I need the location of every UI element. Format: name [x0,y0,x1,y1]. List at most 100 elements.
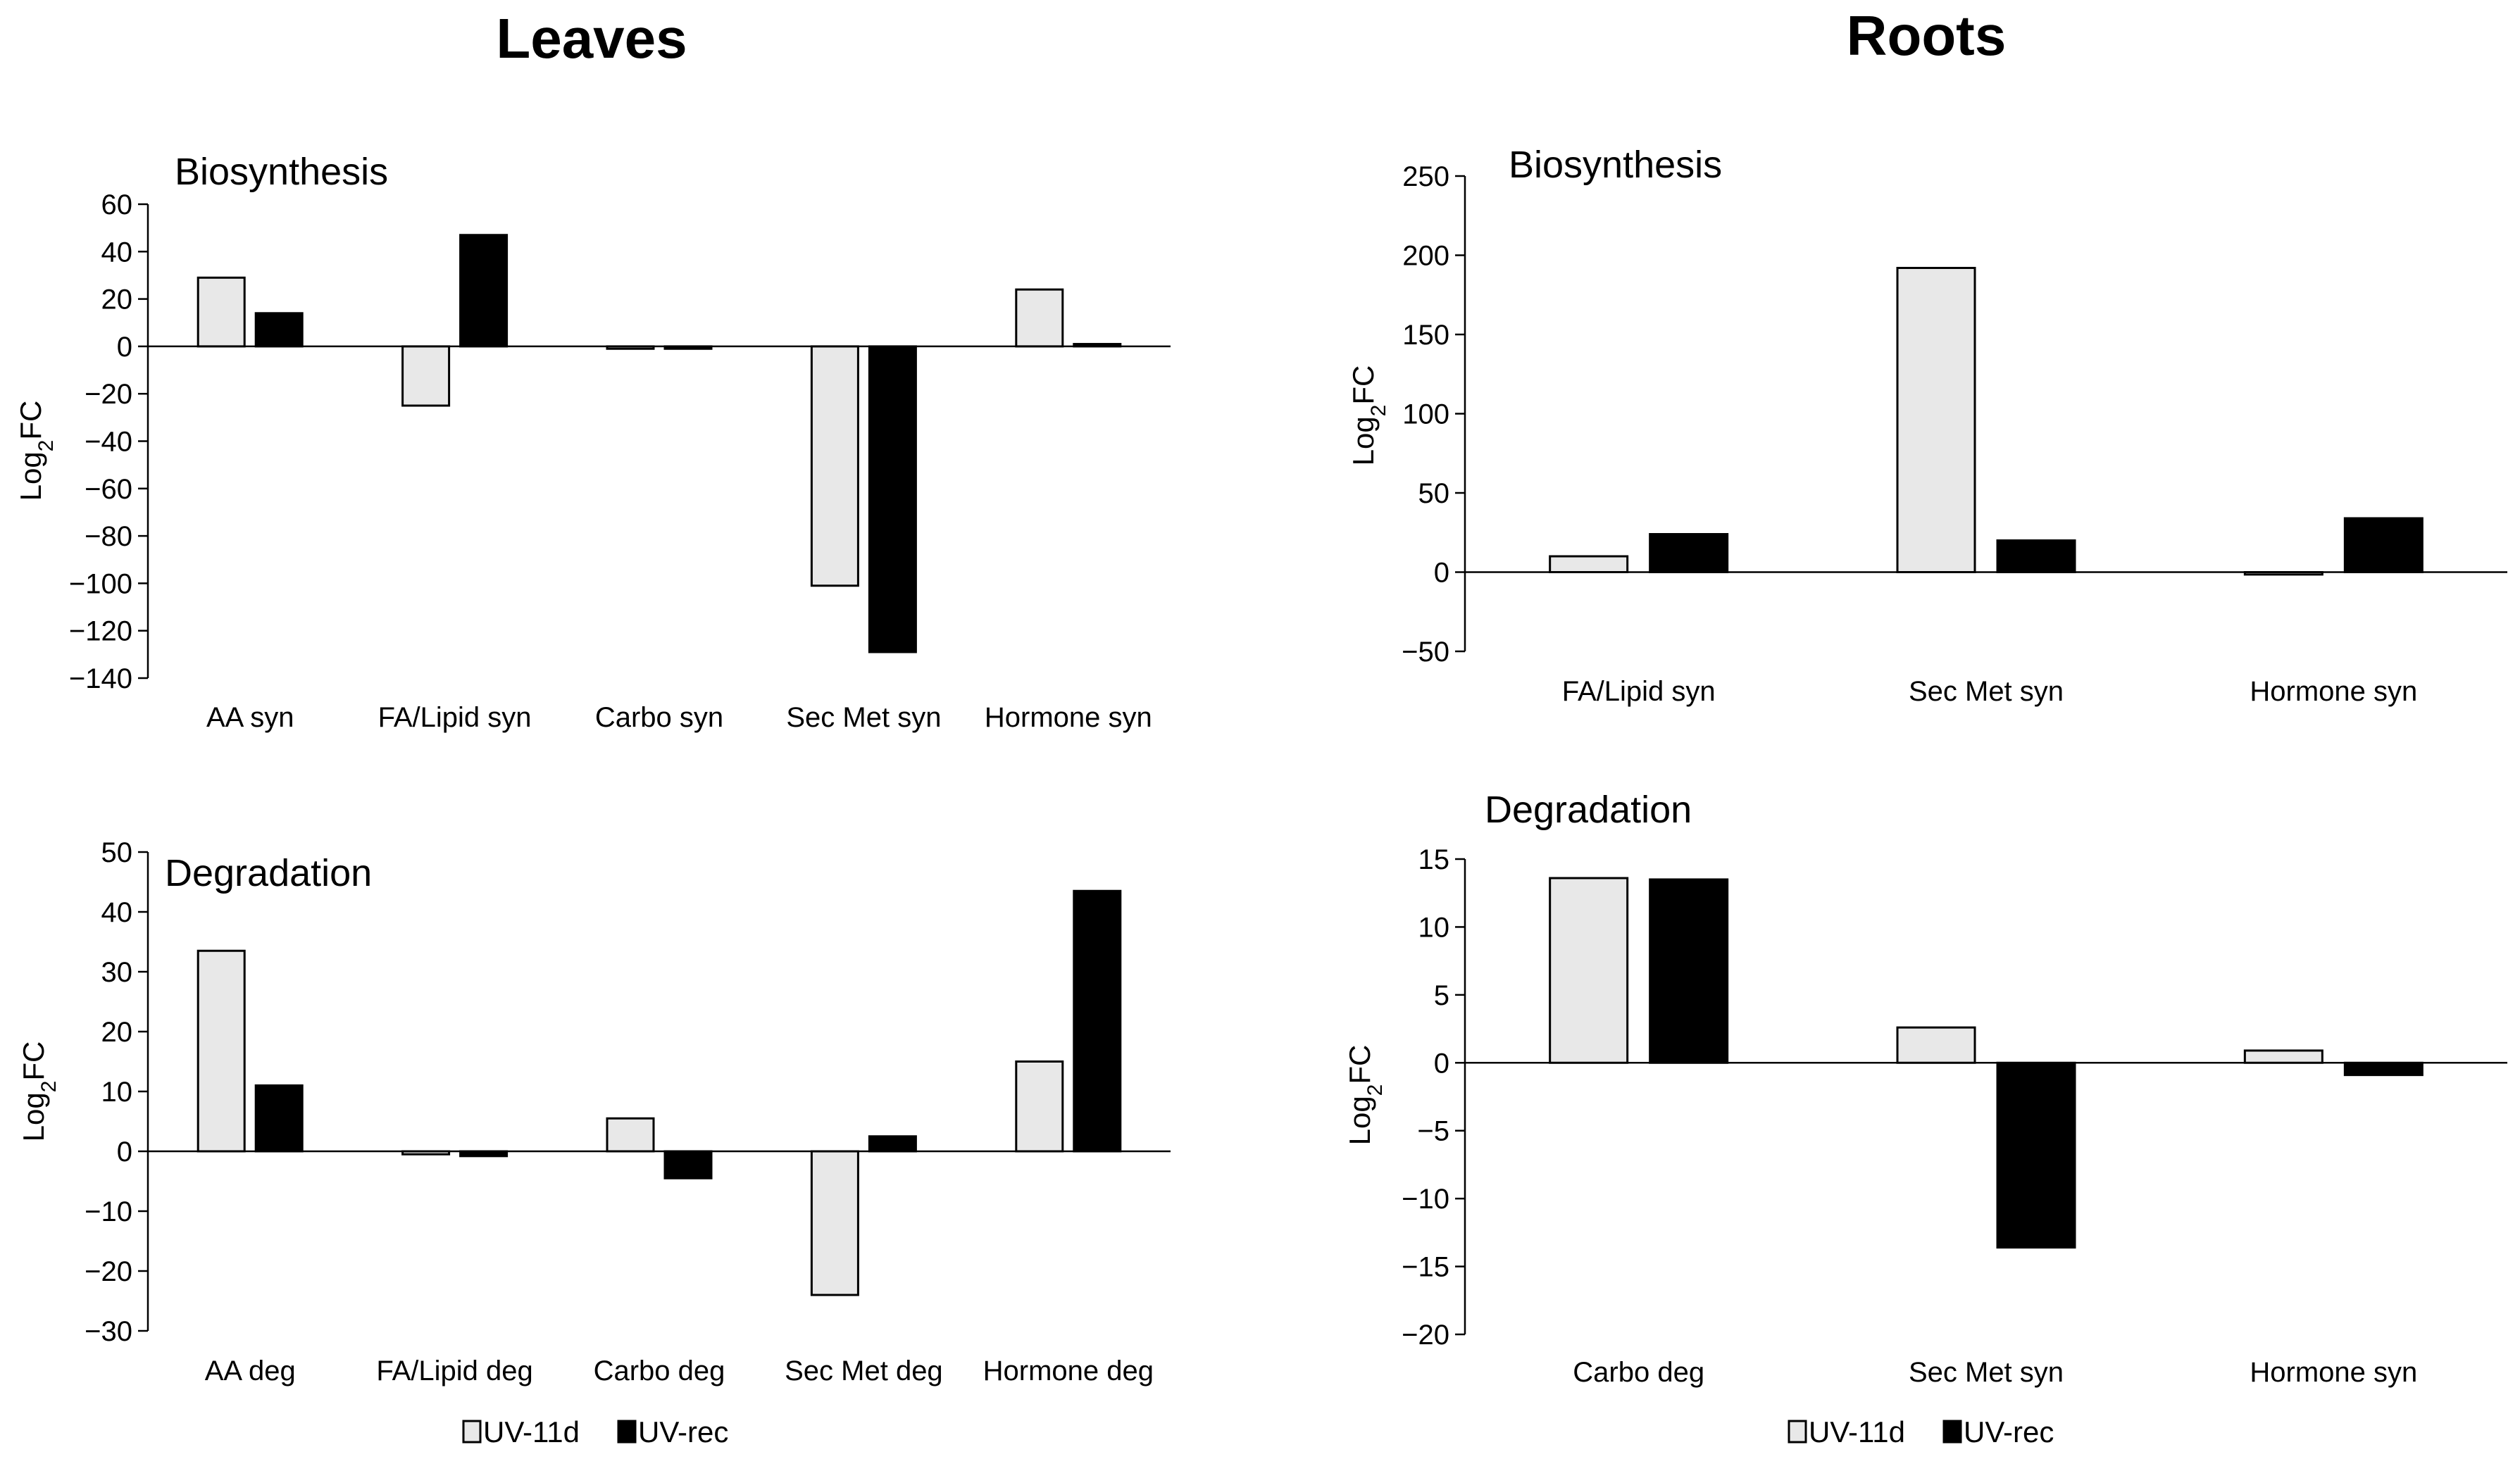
y-tick-label: −15 [1402,1252,1449,1283]
bar-uvrec [1996,1061,2076,1249]
y-tick-label: −60 [85,474,132,505]
legend-label-uvrec: UV-rec [638,1415,728,1448]
bar-uv11d [1549,877,1629,1064]
panel-title: Degradation [1485,789,1692,831]
legend-label-uv11d: UV-11d [1809,1415,1905,1448]
y-tick-label: 0 [117,332,132,363]
legend-roots: UV-11d UV-rec [1788,1415,2054,1448]
bar-uv11d [1015,1060,1064,1153]
y-axis-label: Log2FC [14,401,58,501]
y-tick-label: 20 [101,284,133,315]
x-category-label: Sec Met syn [786,702,941,733]
bar-uvrec [2343,1061,2424,1077]
x-category-label: Hormone deg [983,1356,1154,1387]
legend-leaves: UV-11d UV-rec [462,1415,728,1448]
x-category-label: FA/Lipid syn [378,702,532,733]
y-tick-label: −40 [85,427,132,458]
x-category-label: AA syn [206,702,294,733]
roots-biosynthesis-chart: Biosynthesis 250 200 150 100 50 0 −50 Log2FC FA/L… [1347,144,2507,707]
y-tick-label: −10 [85,1196,132,1227]
leaves-degradation-chart: Degradation 50 40 30 20 10 0 −10 −20 −30 Log2FC AA … [17,837,1171,1387]
x-category-label: Hormone syn [2250,676,2417,707]
bar-uvrec [254,312,304,348]
bar-uv11d [1015,288,1064,348]
y-tick-label: 50 [1418,478,1450,509]
legend-swatch-uv11d [462,1420,482,1444]
y-tick-label: 150 [1402,320,1449,351]
panel-title: Biosynthesis [175,151,388,193]
y-tick-label: 60 [101,189,133,220]
y-tick-label: −20 [85,379,132,410]
roots-degradation-chart: Degradation 15 10 5 0 −5 −10 −15 −20 Log2FC Carbo … [1343,789,2507,1388]
y-tick-label: 100 [1402,399,1449,430]
bar-uvrec [868,1135,917,1153]
bar-uv11d [1896,267,1976,573]
x-category-label: Hormone syn [985,702,1152,733]
y-tick-label: −5 [1417,1116,1449,1147]
y-tick-label: 250 [1402,161,1449,192]
y-axis-label: Log2FC [1343,1045,1387,1146]
y-tick-label: −100 [69,568,132,599]
legend-swatch-uvrec [617,1420,637,1444]
y-tick-label: −20 [85,1256,132,1287]
y-axis-label: Log2FC [1347,365,1390,466]
legend-label-uv11d: UV-11d [483,1415,580,1448]
y-tick-label: 40 [101,237,133,268]
x-category-label: Sec Met deg [785,1356,943,1387]
x-category-label: Carbo deg [1573,1357,1704,1388]
x-category-label: Carbo syn [595,702,723,733]
bar-uvrec [1649,533,1729,573]
bar-uvrec [868,345,917,653]
bar-uv11d [2243,1049,2323,1064]
leaves-column-title: Leaves [496,7,687,70]
bar-uv11d [606,1117,655,1153]
panel-title: Degradation [165,852,372,894]
bar-uvrec [254,1084,304,1153]
y-axis-label: Log2FC [17,1041,61,1142]
y-tick-label: −140 [69,663,132,694]
bar-uvrec [459,234,509,348]
bar-uvrec [2343,517,2424,573]
roots-column-title: Roots [1847,4,2007,67]
y-tick-label: −120 [69,616,132,647]
bar-uvrec [1073,889,1122,1153]
x-category-label: Hormone syn [2250,1357,2417,1388]
x-category-label: Sec Met syn [1909,676,2064,707]
x-category-label: AA deg [205,1356,296,1387]
y-tick-label: 200 [1402,241,1449,272]
y-tick-label: 10 [1418,912,1450,943]
x-category-label: FA/Lipid syn [1562,676,1716,707]
y-tick-label: 0 [1434,1048,1449,1079]
y-tick-label: −80 [85,521,132,552]
x-category-label: Carbo deg [594,1356,725,1387]
y-tick-label: 30 [101,957,133,988]
bar-uvrec [1996,539,2076,573]
x-category-label: Sec Met syn [1909,1357,2064,1388]
legend-swatch-uvrec [1942,1420,1962,1444]
y-tick-label: 20 [101,1017,133,1048]
y-tick-label: −10 [1402,1184,1449,1215]
y-tick-label: 5 [1434,980,1449,1011]
y-tick-label: −20 [1402,1320,1449,1351]
y-tick-label: 15 [1418,844,1450,875]
y-tick-label: 0 [1434,558,1449,589]
y-tick-label: 40 [101,897,133,928]
bar-uv11d [1896,1026,1976,1064]
bar-uv11d [197,276,246,348]
panel-title: Biosynthesis [1509,144,1722,186]
bar-uv11d [1549,555,1629,573]
bar-uv11d [810,1150,859,1296]
bar-uv11d [401,345,451,407]
y-tick-label: −30 [85,1316,132,1347]
bar-uvrec [1649,878,1729,1064]
bar-uvrec [663,1150,713,1179]
bar-uv11d [810,345,859,587]
x-category-label: FA/Lipid deg [376,1356,532,1387]
y-tick-label: 10 [101,1077,133,1108]
legend-swatch-uv11d [1788,1420,1807,1444]
bar-uv11d [197,949,246,1153]
leaves-biosynthesis-chart: Biosynthesis 60 40 20 0 −20 −40 −60 −80 −100 −120 −… [14,151,1171,733]
legend-label-uvrec: UV-rec [1964,1415,2054,1448]
y-tick-label: −50 [1402,637,1449,668]
